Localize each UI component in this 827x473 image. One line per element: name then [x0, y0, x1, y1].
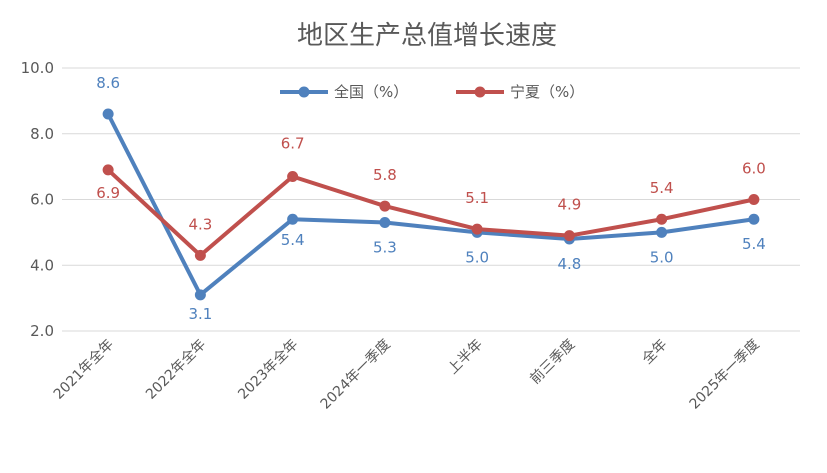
y-axis-ticks: 2.0 4.0 6.0 8.0 10.0: [21, 59, 54, 340]
x-tick-label: 上半年: [445, 337, 486, 378]
data-point: [287, 170, 299, 182]
y-tick-label: 4.0: [30, 256, 54, 274]
data-label: 5.3: [373, 239, 397, 257]
data-label: 4.8: [557, 255, 581, 273]
series-lines: [106, 113, 755, 297]
legend-label: 全国（%）: [334, 83, 408, 101]
data-label: 5.4: [281, 231, 305, 249]
data-label: 6.0: [742, 160, 766, 178]
x-tick-label: 2022年全年: [142, 336, 209, 403]
series-line: [106, 113, 755, 297]
data-point: [471, 223, 483, 235]
data-point: [656, 213, 668, 225]
gridlines: [62, 67, 800, 332]
series-line: [106, 168, 755, 258]
data-label: 4.9: [557, 196, 581, 214]
data-label: 5.4: [650, 179, 674, 197]
data-point: [656, 226, 668, 238]
x-tick-label: 2025年一季度: [687, 337, 763, 413]
data-point: [379, 200, 391, 212]
data-point: [748, 194, 760, 205]
data-labels: 8.6 3.1 5.4 5.3 5.0 4.8 5.0 5.4 6.9 4.3 6.7 5.8 5.1 4…: [96, 74, 766, 323]
data-label: 5.8: [373, 166, 397, 184]
legend: 全国（%） 宁夏（%）: [280, 83, 584, 101]
y-tick-label: 6.0: [30, 191, 54, 209]
data-point: [287, 213, 299, 225]
data-label: 5.4: [742, 235, 766, 253]
data-label: 5.1: [465, 189, 489, 207]
x-tick-label: 2024年一季度: [318, 337, 394, 413]
legend-swatch-marker: [474, 86, 486, 98]
data-label: 4.3: [188, 215, 212, 233]
y-tick-label: 8.0: [30, 125, 54, 143]
data-point: [194, 249, 206, 261]
x-tick-label: 2021年全年: [50, 336, 117, 403]
x-axis-ticks: 2021年全年 2022年全年 2023年全年 2024年一季度 上半年 前三季度 全年 20…: [50, 336, 763, 413]
y-tick-label: 10.0: [21, 59, 54, 77]
data-label: 5.0: [650, 248, 674, 266]
data-point: [194, 289, 206, 301]
x-tick-label: 2023年全年: [235, 336, 302, 403]
series-points: [102, 108, 760, 301]
data-label: 6.7: [281, 134, 305, 152]
legend-label: 宁夏（%）: [510, 83, 584, 101]
y-tick-label: 2.0: [30, 322, 54, 340]
x-tick-label: 前三季度: [527, 336, 579, 388]
chart-title: 地区生产总值增长速度: [297, 21, 557, 51]
data-point: [748, 213, 760, 225]
data-point: [379, 217, 391, 229]
data-point: [102, 108, 114, 120]
data-label: 5.0: [465, 248, 489, 266]
data-point: [563, 230, 575, 242]
data-point: [102, 164, 114, 176]
legend-swatch-marker: [298, 86, 310, 98]
data-label: 3.1: [188, 305, 212, 323]
data-label: 6.9: [96, 184, 120, 202]
x-tick-label: 全年: [639, 336, 671, 368]
data-label: 8.6: [96, 74, 120, 92]
